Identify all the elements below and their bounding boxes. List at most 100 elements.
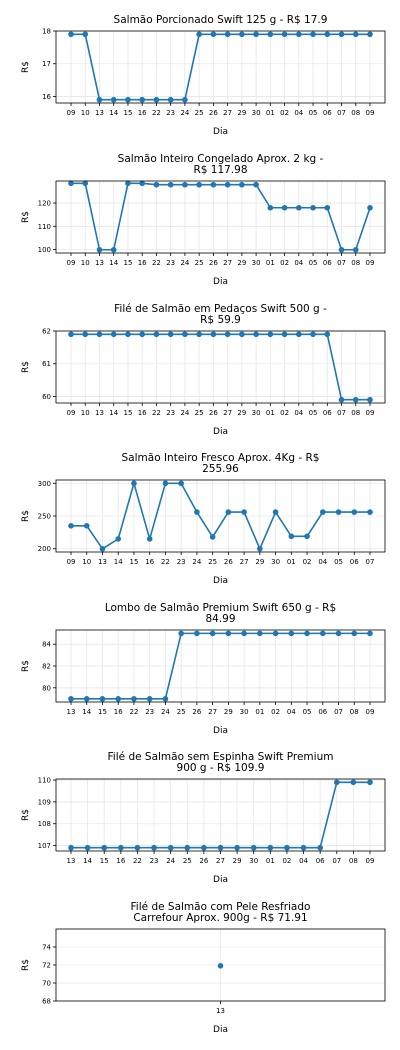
data-point (82, 31, 89, 38)
x-tick-label: 05 (309, 409, 318, 417)
x-tick-label: 09 (366, 259, 375, 267)
data-point (118, 844, 124, 851)
x-tick-label: 06 (350, 558, 359, 566)
x-tick-label: 15 (123, 259, 132, 267)
x-tick-label: 25 (183, 857, 192, 865)
x-tick-label: 13 (95, 409, 104, 417)
data-point (288, 533, 295, 540)
x-tick-label: 06 (323, 409, 332, 417)
x-axis-label: Dia (213, 875, 228, 885)
plot-frame (55, 330, 386, 404)
data-point (153, 181, 160, 188)
data-point (300, 844, 307, 851)
x-tick-label: 13 (67, 857, 76, 865)
data-point (272, 509, 279, 515)
data-point (110, 331, 117, 338)
x-tick-label: 27 (208, 708, 217, 716)
data-point (351, 630, 358, 637)
x-tick-label: 01 (255, 708, 264, 716)
data-point (239, 31, 245, 38)
x-tick-label: 02 (303, 558, 312, 566)
data-point (151, 844, 157, 851)
data-point (338, 31, 345, 38)
data-point (367, 630, 373, 637)
x-tick-label: 08 (351, 409, 360, 417)
y-tick-label: 200 (38, 545, 51, 553)
data-point (178, 480, 184, 487)
data-point (234, 844, 240, 851)
data-point (182, 181, 188, 188)
data-point (96, 331, 103, 338)
x-tick-label: 09 (67, 409, 76, 417)
x-tick-label: 13 (95, 259, 104, 267)
x-tick-label: 07 (334, 708, 343, 716)
x-tick-label: 29 (233, 857, 242, 865)
data-point (224, 31, 231, 38)
data-point (367, 31, 373, 38)
x-tick-label: 02 (280, 409, 289, 417)
y-tick-label: 18 (42, 28, 51, 36)
chart-title: Filé de Salmão com Pele Resfriado (131, 901, 311, 913)
data-point (110, 96, 117, 103)
x-tick-label: 30 (271, 558, 280, 566)
data-point (125, 331, 131, 338)
data-point (367, 779, 373, 786)
data-point (296, 204, 302, 211)
y-tick-label: 62 (42, 328, 51, 336)
x-tick-label: 23 (177, 558, 186, 566)
data-point (184, 844, 191, 851)
data-point (267, 844, 274, 851)
x-tick-label: 25 (195, 409, 204, 417)
x-tick-label: 26 (192, 708, 201, 716)
data-point (281, 204, 288, 211)
x-tick-label: 09 (366, 708, 375, 716)
data-point (267, 204, 274, 211)
y-axis-label: R$ (21, 660, 31, 672)
data-point (96, 96, 103, 103)
data-point (351, 509, 358, 515)
x-tick-label: 05 (309, 259, 318, 267)
x-tick-label: 24 (192, 558, 201, 566)
y-axis-label: R$ (21, 510, 31, 522)
data-point (367, 396, 373, 403)
x-tick-label: 23 (150, 857, 159, 865)
data-point (182, 96, 188, 103)
x-tick-label: 27 (240, 558, 249, 566)
x-tick-label: 07 (366, 558, 375, 566)
chart-title: Carrefour Aprox. 900g - R$ 71.91 (133, 912, 307, 924)
x-axis-label: Dia (213, 726, 228, 736)
data-point (68, 696, 74, 702)
y-tick-label: 250 (38, 513, 51, 521)
data-point (101, 844, 108, 851)
data-point (217, 963, 224, 969)
x-axis-label: Dia (213, 576, 228, 586)
data-point (182, 331, 188, 338)
x-tick-label: 04 (294, 409, 303, 417)
y-axis-label: R$ (21, 809, 31, 821)
data-point (68, 523, 74, 529)
x-tick-label: 10 (81, 409, 90, 417)
data-point (210, 31, 217, 38)
x-tick-label: 30 (252, 109, 261, 117)
x-axis-label: Dia (213, 277, 228, 287)
data-point (224, 331, 231, 338)
x-tick-label: 09 (366, 409, 375, 417)
chart-4: Salmão Inteiro Fresco Aprox. 4Kg - R$255… (21, 452, 386, 586)
chart-2: Salmão Inteiro Congelado Aprox. 2 kg -R$… (21, 153, 386, 287)
y-tick-label: 70 (42, 980, 51, 988)
y-tick-label: 108 (38, 820, 51, 828)
x-tick-label: 10 (82, 558, 91, 566)
x-tick-label: 27 (216, 857, 225, 865)
data-point (68, 31, 74, 38)
x-tick-label: 23 (166, 409, 175, 417)
data-point (210, 331, 217, 338)
x-axis-label: Dia (213, 1025, 228, 1035)
data-point (257, 630, 263, 637)
series-line (71, 182, 371, 251)
data-point (162, 696, 169, 702)
plot-frame (55, 180, 386, 254)
data-point (110, 246, 117, 253)
y-tick-label: 300 (38, 480, 51, 488)
x-tick-label: 14 (109, 109, 118, 117)
